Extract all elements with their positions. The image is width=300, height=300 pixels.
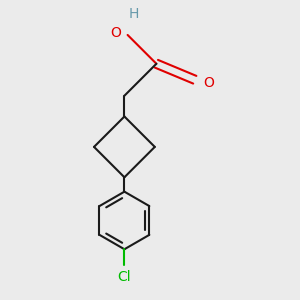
Text: O: O: [110, 26, 121, 40]
Text: H: H: [129, 7, 139, 21]
Text: Cl: Cl: [118, 270, 131, 284]
Text: O: O: [203, 76, 214, 90]
